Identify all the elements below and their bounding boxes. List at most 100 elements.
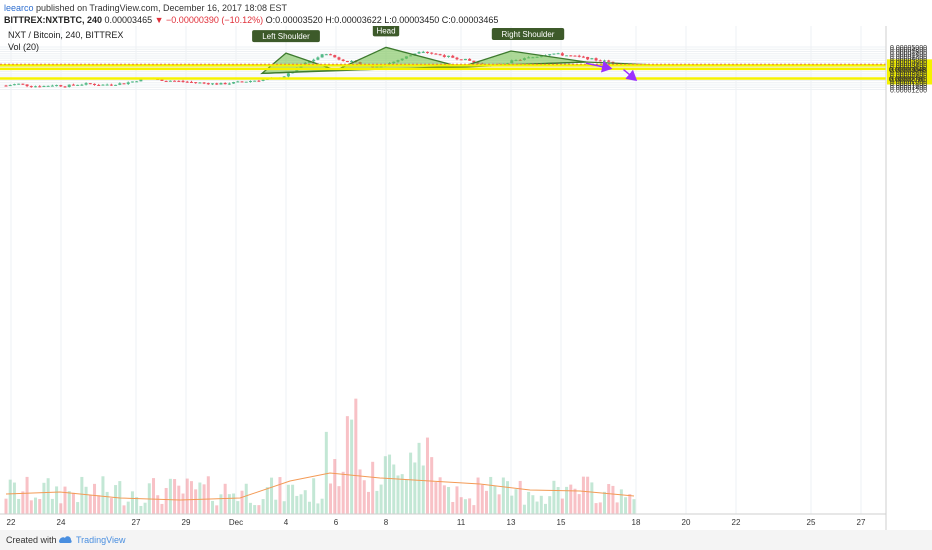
candle-body <box>160 79 164 81</box>
volume-bar <box>404 479 408 514</box>
volume-bar <box>303 490 307 514</box>
volume-bar <box>4 498 8 514</box>
candle-body <box>21 83 25 85</box>
candle-body <box>71 84 75 86</box>
volume-bar <box>573 488 577 514</box>
price-axis: 0.000050000.000048000.000046000.00004400… <box>890 45 927 94</box>
projection-arrow <box>585 60 613 73</box>
annotation-text: Right Shoulder <box>502 30 555 39</box>
volume-bar <box>354 398 358 514</box>
candle-body <box>202 82 206 84</box>
candle-body <box>573 55 577 57</box>
volume-bar <box>59 503 63 514</box>
candle-body <box>442 55 446 57</box>
volume-bar <box>122 505 126 514</box>
candle-body <box>177 80 181 82</box>
volume-bar <box>181 493 185 514</box>
volume-bar <box>345 416 349 514</box>
price-tick-label: 0.00004800 <box>890 47 927 54</box>
price-tick-label: 0.00004000 <box>890 56 927 63</box>
price-tick-label: 0.00002200 <box>890 76 927 83</box>
price-tick-label: 0.00004600 <box>890 49 927 56</box>
candle-body <box>219 83 223 85</box>
volume-bar <box>594 503 598 514</box>
time-tick-label: 11 <box>457 518 466 527</box>
volume-bar <box>194 489 198 514</box>
candle-body <box>324 54 328 56</box>
price-tick-label: 0.00001600 <box>890 83 927 90</box>
candle-body <box>139 79 143 82</box>
volume-bar <box>514 489 518 514</box>
volume-bar <box>518 480 522 514</box>
volume-bar <box>307 501 311 514</box>
candle-body <box>135 81 139 83</box>
level-label: 0.00002181 <box>889 77 926 84</box>
volume-bar <box>8 479 12 514</box>
candle-body <box>261 79 265 81</box>
candle-body <box>472 60 476 63</box>
projection-arrow <box>623 68 638 82</box>
volume-bar <box>270 477 274 514</box>
volume-bar <box>421 465 425 514</box>
volume-bar <box>274 499 278 514</box>
tradingview-brand[interactable]: TradingView <box>76 535 126 545</box>
price-tick-label: 0.00001800 <box>890 81 927 88</box>
volume-bar <box>535 501 539 514</box>
candle-body <box>164 80 168 82</box>
candle-body <box>118 83 122 85</box>
candle-body <box>181 80 185 82</box>
candle-body <box>312 59 316 62</box>
candle-body <box>223 83 227 85</box>
candle-body <box>42 85 46 87</box>
candle-body <box>468 58 472 61</box>
volume-bar <box>388 454 392 514</box>
candle-body <box>215 83 219 85</box>
volume-bar <box>607 484 611 514</box>
volume-bar <box>88 495 92 514</box>
created-with-label: Created with <box>6 535 57 545</box>
volume-bar <box>484 490 488 514</box>
annotation-text: Head <box>376 26 395 35</box>
candle-body <box>189 81 193 83</box>
price-tick-label: 0.00002000 <box>890 79 927 86</box>
down-arrow-icon: ▼ <box>154 15 164 25</box>
published-text: published on TradingView.com, December 1… <box>33 3 288 13</box>
candle-body <box>257 80 261 82</box>
candle-body <box>130 81 134 83</box>
candle-body <box>451 55 455 58</box>
time-tick-label: 13 <box>507 518 516 527</box>
price-tick-label: 0.00003000 <box>890 67 927 74</box>
author-link[interactable]: leearco <box>4 3 34 13</box>
volume-bar <box>556 487 560 514</box>
volume-bar <box>522 504 526 514</box>
candle-body <box>88 83 92 85</box>
candle-body <box>63 86 67 88</box>
symbol-label: BITTREX:NXTBTC, 240 <box>4 15 103 25</box>
volume-bar <box>320 498 324 514</box>
volume-bar <box>139 505 143 514</box>
candle-body <box>447 55 451 57</box>
candle-body <box>611 61 615 64</box>
volume-bar <box>261 499 265 514</box>
volume-bar <box>219 494 223 514</box>
candle-body <box>206 83 210 85</box>
candle-body <box>345 61 349 63</box>
volume-bar <box>506 481 510 514</box>
annotation-label: Right Shoulder <box>491 28 565 41</box>
candle-body <box>8 85 12 87</box>
candle-body <box>101 84 105 86</box>
volume-bar <box>160 503 164 514</box>
candle-body <box>569 55 573 57</box>
plot-background <box>0 26 886 514</box>
volume-bar <box>324 431 328 514</box>
time-tick-label: 8 <box>384 518 389 527</box>
candle-body <box>552 53 556 55</box>
volume-bar <box>109 498 113 514</box>
candle-body <box>25 84 29 87</box>
publish-info: leearco published on TradingView.com, De… <box>4 2 287 14</box>
volume-bar <box>156 495 160 514</box>
volume-bar <box>611 485 615 514</box>
volume-bar <box>632 499 636 514</box>
